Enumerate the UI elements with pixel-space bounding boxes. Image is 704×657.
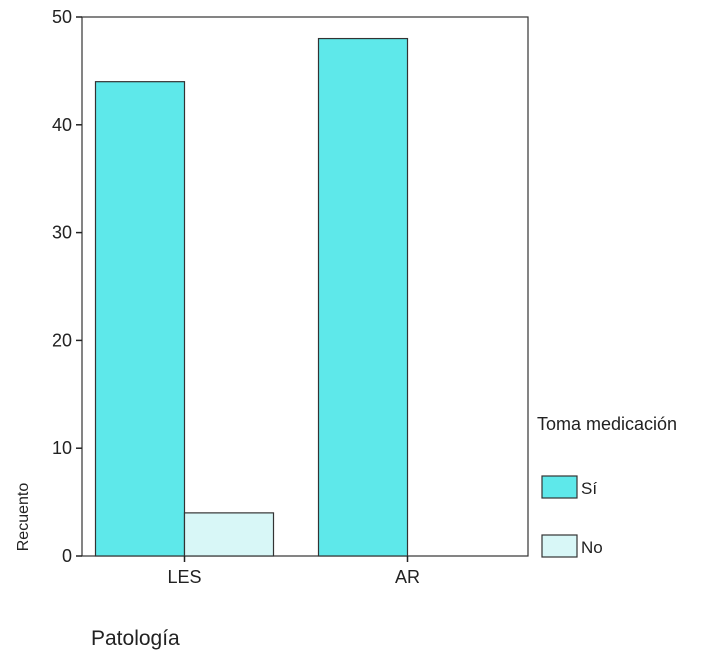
x-tick-label: LES bbox=[167, 567, 201, 587]
bar-ar-si bbox=[317, 37, 409, 557]
legend-label-no: No bbox=[581, 538, 603, 557]
y-tick-label: 40 bbox=[52, 115, 72, 135]
y-tick-label: 20 bbox=[52, 330, 72, 350]
plot-frame bbox=[81, 16, 529, 557]
legend-swatch-si bbox=[541, 475, 578, 499]
x-axis: LES AR bbox=[167, 556, 420, 587]
y-tick-label: 10 bbox=[52, 438, 72, 458]
bar-les-si bbox=[94, 81, 186, 557]
bars-group bbox=[94, 37, 409, 557]
legend-items: Sí No bbox=[541, 475, 603, 558]
x-tick-label: AR bbox=[395, 567, 420, 587]
bar-les-no bbox=[183, 512, 275, 557]
legend: Toma medicación Sí No bbox=[537, 414, 677, 558]
x-axis-title: Patología bbox=[91, 627, 180, 650]
y-tick-label: 0 bbox=[62, 546, 72, 566]
y-tick-label: 50 bbox=[52, 7, 72, 27]
legend-label-si: Sí bbox=[581, 479, 597, 498]
y-axis-title: Recuento bbox=[15, 483, 32, 552]
legend-swatch-no bbox=[541, 534, 578, 558]
legend-title: Toma medicación bbox=[537, 414, 677, 434]
y-axis: 0 10 20 30 40 50 bbox=[52, 7, 82, 566]
y-tick-label: 30 bbox=[52, 223, 72, 243]
